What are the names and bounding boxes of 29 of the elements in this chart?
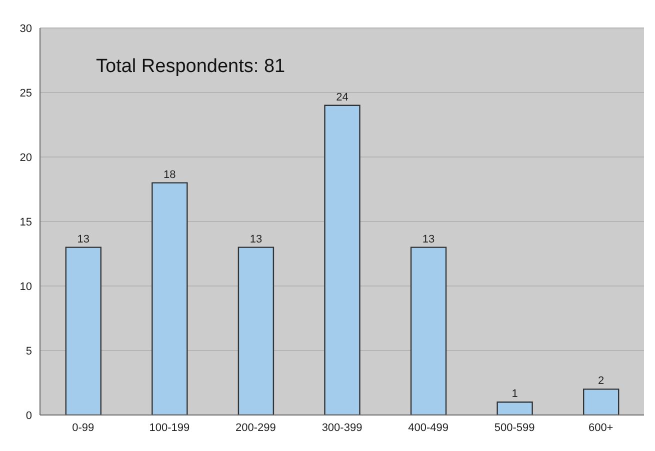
bar [152,182,188,415]
bar [238,246,274,415]
bar [496,402,533,415]
y-tick-label: 25 [20,87,32,100]
data-label: 13 [77,233,90,246]
bar [324,104,360,415]
data-label: 24 [336,91,348,104]
data-label: 18 [164,168,176,181]
y-tick-label: 20 [20,152,32,164]
x-tick-label: 100-199 [149,422,190,434]
x-tick-label: 300-399 [322,422,362,434]
annotation: Total Respondents: 81 [96,56,286,78]
x-tick-label: 500-599 [494,422,535,434]
data-label: 13 [250,233,262,246]
bar [583,388,620,415]
y-tick-label: 10 [20,280,32,293]
y-tick-label: 30 [20,22,32,35]
x-tick-label: 600+ [588,422,614,434]
data-label: 2 [598,375,604,388]
bar [65,246,102,415]
y-tick-label: 15 [20,216,32,228]
x-tick-label: 400-499 [408,422,448,434]
y-tick-label: 5 [26,345,32,358]
data-label: 13 [422,233,435,246]
y-tick-label: 0 [26,410,32,422]
x-tick-label: 200-299 [236,422,276,434]
data-label: 1 [512,388,518,400]
x-tick-label: 0-99 [72,422,94,434]
bar [410,246,447,415]
